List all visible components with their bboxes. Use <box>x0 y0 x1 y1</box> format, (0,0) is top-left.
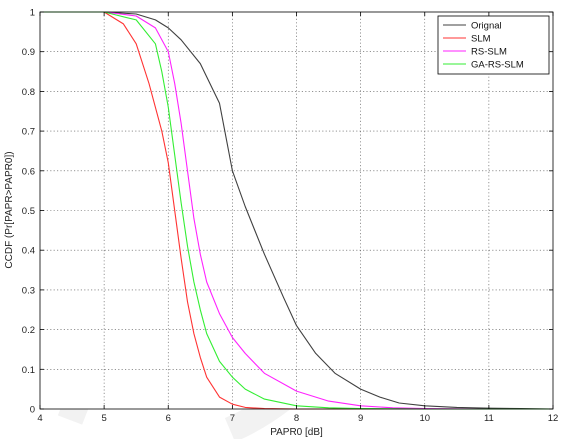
x-tick-label: 4 <box>37 413 42 424</box>
x-tick-label: 6 <box>166 413 171 424</box>
y-tick-label: 0.8 <box>22 87 35 98</box>
y-tick-label: 0.5 <box>22 206 35 217</box>
x-tick-label: 8 <box>294 413 299 424</box>
y-tick-label: 0.7 <box>22 127 35 138</box>
y-tick-label: 0.6 <box>22 166 35 177</box>
x-tick-label: 10 <box>419 413 430 424</box>
legend-label: GA-RS-SLM <box>471 60 524 71</box>
y-axis-label: CCDF (Pr[PAPR>PAPR0]) <box>4 151 15 268</box>
legend-label: SLM <box>471 34 491 45</box>
legend-label: RS-SLM <box>471 47 507 58</box>
x-tick-label: 9 <box>358 413 363 424</box>
series-line-orignal <box>40 11 554 410</box>
y-tick-label: 0.9 <box>22 47 35 58</box>
series-layer <box>40 11 554 410</box>
y-tick-label: 0 <box>30 405 35 416</box>
y-tick-label: 0.2 <box>22 325 35 336</box>
y-tick-label: 0.4 <box>22 246 35 257</box>
y-tick-label: 1 <box>30 8 35 19</box>
grid <box>40 12 553 409</box>
ticks: 4 5 6 7 8 9 10 11 12 0 0.1 0.2 0.3 0.4 0.5 0.6 0.7 0.8 0.9… <box>22 8 559 425</box>
series-line-rs-slm <box>40 11 553 410</box>
x-tick-label: 5 <box>101 413 106 424</box>
x-tick-label: 11 <box>484 413 494 424</box>
legend-label: Orignal <box>471 21 502 32</box>
x-axis-label: PAPR0 [dB] <box>270 427 323 438</box>
series-line-slm <box>40 11 553 410</box>
series-line-ga-rs-slm <box>40 11 553 410</box>
x-tick-label: 7 <box>230 413 235 424</box>
x-tick-label: 12 <box>548 413 559 424</box>
legend: Orignal SLM RS-SLM GA-RS-SLM <box>437 15 550 75</box>
y-tick-label: 0.3 <box>22 285 35 296</box>
y-tick-label: 0.1 <box>22 365 35 376</box>
